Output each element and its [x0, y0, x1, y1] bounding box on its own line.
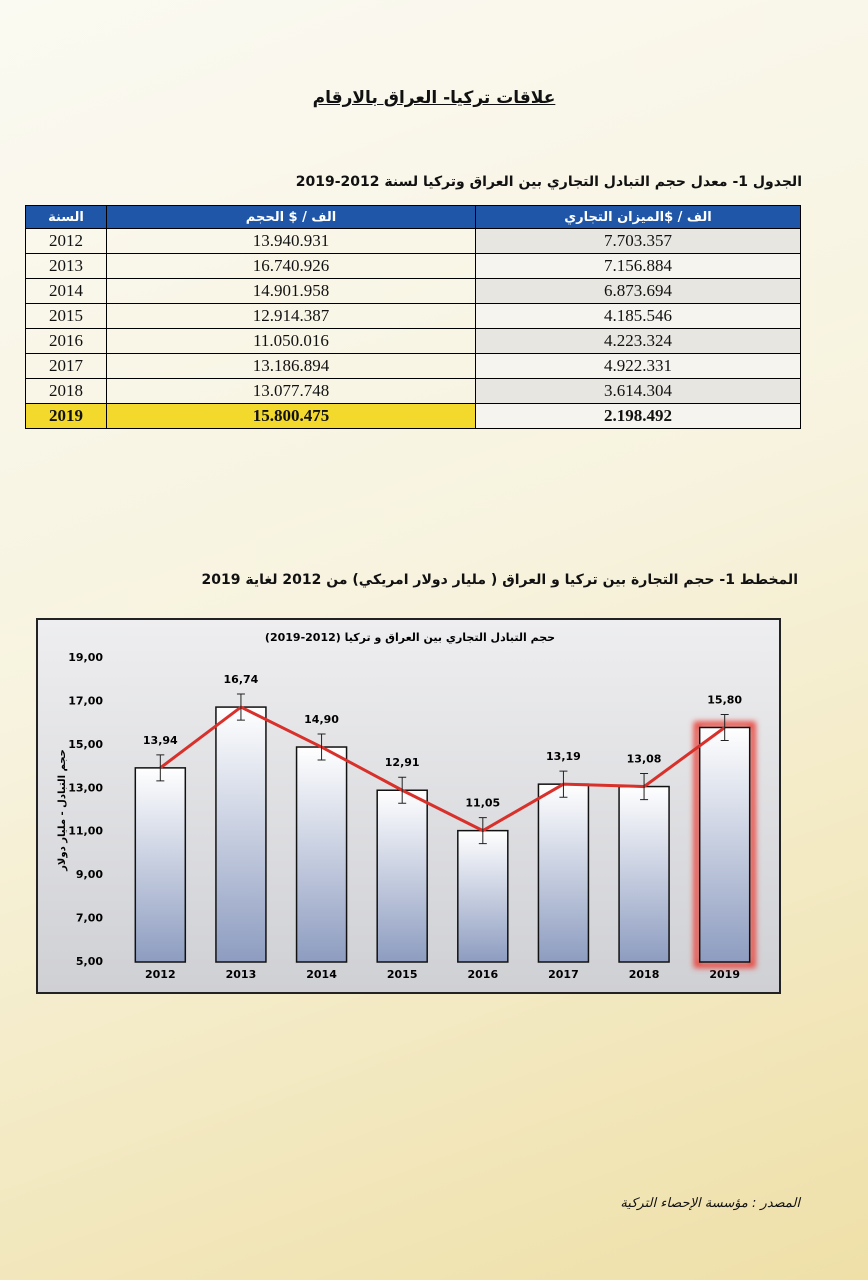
value-label: 12,91 — [385, 756, 420, 769]
error-bar — [236, 693, 245, 721]
bar — [376, 789, 428, 963]
table-row: 2013 16.740.926 7.156.884 — [25, 253, 801, 279]
x-tick-label: 2016 — [468, 968, 499, 981]
table-cell: 2013 — [25, 253, 107, 279]
table-cell: 2012 — [25, 228, 107, 254]
chart-title: حجم التبادل التجاري بين العراق و تركيا (… — [265, 631, 555, 644]
bar — [618, 785, 670, 963]
value-label: 16,74 — [224, 673, 259, 686]
y-tick-label: 9,00 — [76, 868, 103, 881]
x-tick-label: 2014 — [306, 968, 337, 981]
y-tick-label: 11,00 — [68, 825, 103, 838]
page-title-text: علاقات تركيا- العراق بالارقام — [312, 88, 556, 108]
error-bar — [398, 776, 407, 804]
table-row: 2018 13.077.748 3.614.304 — [25, 378, 801, 404]
chart-caption: المخطط 1- حجم التجارة بين تركيا و العراق… — [201, 572, 798, 588]
source-note: المصدر : مؤسسة الإحصاء التركية — [620, 1196, 800, 1211]
y-tick-label: 19,00 — [68, 651, 103, 664]
x-tick-label: 2013 — [226, 968, 257, 981]
error-bar — [640, 773, 649, 801]
bar — [537, 783, 590, 963]
page-title: علاقات تركيا- العراق بالارقام — [0, 88, 868, 108]
table-cell: 7.703.357 — [475, 228, 801, 254]
trend-line — [159, 705, 726, 833]
x-tick-label: 2017 — [548, 968, 579, 981]
x-tick-label: 2018 — [629, 968, 660, 981]
error-bar — [478, 817, 487, 845]
column-header: الف / $الميزان التجاري — [475, 205, 801, 229]
table-cell: 2016 — [25, 328, 107, 354]
bar — [698, 726, 751, 963]
header-row: السنة الف / $ الحجم الف / $الميزان التجاري — [25, 205, 801, 229]
error-bar — [317, 733, 326, 761]
table-row: 2016 11.050.016 4.223.324 — [25, 328, 801, 354]
bar — [134, 767, 187, 963]
y-tick-label: 15,00 — [68, 738, 103, 751]
table-cell: 2018 — [25, 378, 107, 404]
error-bar — [720, 713, 729, 742]
y-tick-label: 7,00 — [76, 912, 103, 925]
table-row: 2014 14.901.958 6.873.694 — [25, 278, 801, 304]
table-cell: 11.050.016 — [106, 328, 476, 354]
table-cell: 4.223.324 — [475, 328, 801, 354]
table-cell: 2019 — [25, 403, 107, 429]
table-cell: 14.901.958 — [106, 278, 476, 304]
error-bar — [156, 754, 165, 782]
x-tick-label: 2015 — [387, 968, 418, 981]
error-bar — [559, 770, 568, 798]
bar — [295, 746, 348, 963]
table-cell: 15.800.475 — [106, 403, 476, 429]
column-header: الف / $ الحجم — [106, 205, 476, 229]
bar — [457, 829, 509, 963]
table-cell: 7.156.884 — [475, 253, 801, 279]
table-cell: 6.873.694 — [475, 278, 801, 304]
table-cell: 3.614.304 — [475, 378, 801, 404]
value-label: 13,19 — [546, 750, 581, 763]
value-label: 15,80 — [707, 693, 742, 706]
table-cell: 4.185.546 — [475, 303, 801, 329]
y-tick-label: 17,00 — [68, 694, 103, 707]
table-cell: 2015 — [25, 303, 107, 329]
bar — [215, 706, 267, 963]
table-cell: 13.077.748 — [106, 378, 476, 404]
y-tick-label: 13,00 — [68, 781, 103, 794]
table-row: 2015 12.914.387 4.185.546 — [25, 303, 801, 329]
table-cell: 4.922.331 — [475, 353, 801, 379]
table-body: 2012 13.940.931 7.703.357 2013 16.740.926 7.1… — [25, 228, 801, 429]
table-caption: الجدول 1- معدل حجم التبادل التجاري بين ا… — [295, 174, 802, 190]
value-label: 11,05 — [465, 797, 500, 810]
x-tick-label: 2012 — [145, 968, 176, 981]
y-axis-label: حجم التبادل - مليار دولار — [57, 749, 68, 872]
table-cell: 12.914.387 — [106, 303, 476, 329]
table-cell: 2.198.492 — [475, 403, 801, 429]
value-label: 14,90 — [304, 713, 339, 726]
value-label: 13,94 — [143, 734, 178, 747]
y-tick-label: 5,00 — [76, 955, 103, 968]
value-label: 13,08 — [627, 753, 662, 766]
data-table: السنة الف / $ الحجم الف / $الميزان التجاري… — [25, 205, 801, 429]
x-tick-label: 2019 — [709, 968, 740, 981]
table-row: 2019 15.800.475 2.198.492 — [25, 403, 801, 429]
